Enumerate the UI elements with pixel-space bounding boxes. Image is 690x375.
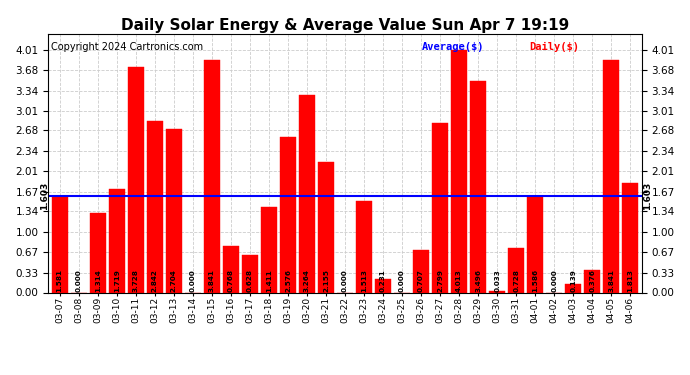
Text: 3.841: 3.841 <box>609 269 614 292</box>
Bar <box>166 129 182 292</box>
Bar <box>489 291 505 292</box>
Title: Daily Solar Energy & Average Value Sun Apr 7 19:19: Daily Solar Energy & Average Value Sun A… <box>121 18 569 33</box>
Bar <box>280 137 296 292</box>
Text: 0.000: 0.000 <box>399 269 405 292</box>
Bar <box>432 123 448 292</box>
Text: 1.581: 1.581 <box>57 269 63 292</box>
Bar <box>261 207 277 292</box>
Text: 1.314: 1.314 <box>95 269 101 292</box>
Text: 2.155: 2.155 <box>323 269 329 292</box>
Text: 0.139: 0.139 <box>570 269 576 292</box>
Bar <box>508 249 524 292</box>
Text: 4.013: 4.013 <box>456 269 462 292</box>
Text: 2.576: 2.576 <box>285 269 291 292</box>
Text: 0.000: 0.000 <box>190 269 196 292</box>
Bar <box>584 270 600 292</box>
Text: 0.628: 0.628 <box>247 269 253 292</box>
Text: 0.231: 0.231 <box>380 269 386 292</box>
Text: 3.264: 3.264 <box>304 269 310 292</box>
Bar <box>299 95 315 292</box>
Text: 1.513: 1.513 <box>361 269 367 292</box>
Bar <box>109 189 125 292</box>
Text: 0.000: 0.000 <box>76 269 81 292</box>
Text: 0.768: 0.768 <box>228 269 234 292</box>
Bar <box>470 81 486 292</box>
Text: 1.813: 1.813 <box>627 269 633 292</box>
Text: 0.728: 0.728 <box>513 269 519 292</box>
Bar <box>318 162 334 292</box>
Bar <box>223 246 239 292</box>
Text: 1.719: 1.719 <box>114 269 120 292</box>
Text: Daily($): Daily($) <box>529 42 579 51</box>
Text: Copyright 2024 Cartronics.com: Copyright 2024 Cartronics.com <box>51 42 204 51</box>
Text: 2.799: 2.799 <box>437 269 443 292</box>
Bar <box>128 67 144 292</box>
Text: 2.704: 2.704 <box>171 269 177 292</box>
Bar <box>622 183 638 292</box>
Text: 2.842: 2.842 <box>152 269 158 292</box>
Text: 0.707: 0.707 <box>418 269 424 292</box>
Bar <box>147 121 163 292</box>
Bar <box>565 284 581 292</box>
Bar <box>52 197 68 292</box>
Bar <box>413 250 429 292</box>
Text: 0.000: 0.000 <box>551 269 558 292</box>
Text: 3.728: 3.728 <box>132 269 139 292</box>
Text: 1.603: 1.603 <box>643 182 652 210</box>
Bar <box>451 50 467 292</box>
Text: 1.586: 1.586 <box>532 269 538 292</box>
Text: 3.841: 3.841 <box>209 269 215 292</box>
Bar <box>241 255 258 292</box>
Text: 0.376: 0.376 <box>589 269 595 292</box>
Bar <box>375 279 391 292</box>
Text: 3.496: 3.496 <box>475 269 481 292</box>
Text: 1.603: 1.603 <box>40 182 49 210</box>
Bar <box>90 213 106 292</box>
Bar <box>356 201 372 292</box>
Bar <box>204 60 220 292</box>
Text: 1.411: 1.411 <box>266 269 272 292</box>
Text: Average($): Average($) <box>422 42 484 51</box>
Text: 0.000: 0.000 <box>342 269 348 292</box>
Text: 0.033: 0.033 <box>494 269 500 292</box>
Bar <box>527 196 543 292</box>
Bar <box>603 60 620 292</box>
